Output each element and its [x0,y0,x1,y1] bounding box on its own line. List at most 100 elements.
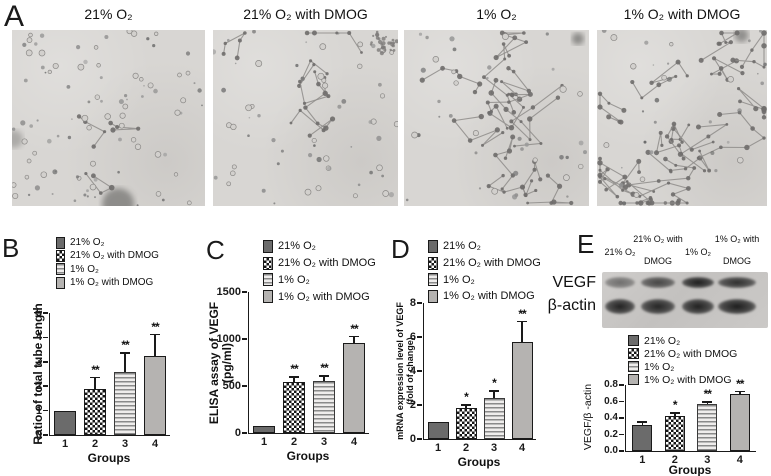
legend-item-3: 1% O₂ [628,360,737,373]
y-tick-mark [417,370,422,372]
error-bar-line [293,377,295,383]
legend-label: 1% O₂ with DMOG [443,290,535,303]
error-bar-line [739,391,741,395]
y-tick-label: 4 [35,331,42,344]
legend-item-1: 21% O₂ [428,238,541,255]
legend-label: 21% O₂ with DMOG [70,250,159,262]
chart-d-xlabel: Groups [457,455,501,469]
y-tick-label: 1500 [216,286,241,298]
micro-image [597,30,767,206]
error-bar-cap [150,333,160,336]
y-tick-mark [619,433,624,436]
blot-col-label-line: 21% O₂ [604,247,636,257]
x-tick-label: 2 [290,436,298,448]
significance-stars: ** [350,321,358,336]
y-tick-mark [43,312,48,314]
bar-group-1 [632,425,653,451]
y-tick-mark [619,417,624,419]
chart-e-legend: 21% O₂ 21% O₂ with DMOG 1% O₂ 1% O₂ with DM… [628,334,737,386]
legend-label: 1% O₂ [644,360,675,373]
y-tick-mark [417,404,422,406]
error-bar-cap [517,320,527,323]
legend-swatch-solid-light [628,374,639,385]
x-tick-label: 1 [61,438,69,450]
micro-caption: 21% O₂ [84,6,133,22]
error-bar-line [465,405,467,409]
y-tick-label: 0 [35,429,42,441]
y-tick-mark [242,432,247,434]
blot-band-vegf-lane-1 [605,277,635,288]
legend-swatch-hlines [628,361,639,372]
legend-swatch-solid-light [56,276,65,289]
bar-group-3 [313,380,335,433]
x-tick-label: 2 [671,454,678,466]
blot-band-actin-lane-2 [641,299,675,314]
y-tick-mark [43,434,48,436]
error-bar-line [674,413,676,416]
blot-col-label-line: 21% O₂ with [633,234,683,244]
legend-item-4: 1% O₂ with DMOG [428,288,541,305]
blot-band-actin-lane-1 [605,299,635,314]
bar-group-2 [455,408,477,439]
legend-label: 1% O₂ with DMOG [644,373,732,386]
chart-d-plot-area: 0 2 4 6 8 1 * 2 * 3 ** 4 [410,297,536,454]
significance-stars: ** [121,338,129,353]
y-tick-label: 3 [35,355,42,368]
legend-swatch-checker [628,348,639,359]
y-tick-label: 0.0 [604,445,618,456]
legend-item-1: 21% O₂ [628,334,737,347]
chart-c-ylabel: ELISA assay of VEGF (pg/ml) [207,301,234,425]
y-tick-mark [619,384,624,386]
legend-label: 1% O₂ with DMOG [278,290,370,303]
bar-group-1 [253,425,275,433]
y-tick-mark [242,338,247,340]
bar-group-2 [664,415,685,451]
chart-c-plot-area: 0 500 1000 1500 1 ** 2 ** 3 ** 4 [217,286,369,448]
legend-swatch-hlines [428,273,438,287]
significance-stars: ** [320,361,328,376]
error-bar-line [353,336,355,343]
legend-label: 1% O₂ [443,273,475,286]
panel-e-letter: E [577,229,595,259]
micro-svg [12,30,203,206]
y-tick-label: 0 [409,433,416,445]
panel-a-letter: A [4,0,25,33]
legend-swatch-checker [428,256,438,270]
blot-band-actin-lane-4 [718,299,756,314]
chart-b-xlabel: Groups [87,451,131,465]
blot-row-label-actin: β-actin [547,297,596,314]
y-tick-label: 0.8 [604,379,618,390]
legend-item-4: 1% O₂ with DMOG [628,373,737,386]
y-tick-label: 2 [35,380,42,393]
bar-group-3 [697,403,718,451]
y-tick-label: 6 [409,331,416,343]
error-bar-line [706,402,708,404]
x-tick-label: 3 [121,438,129,450]
error-bar-cap [319,375,329,377]
panel-d-letter: D [391,234,410,264]
micro-svg [597,30,767,206]
error-bar-line [94,377,96,389]
legend-label: 21% O₂ with DMOG [443,257,541,270]
bar-group-1 [54,410,76,435]
y-tick-mark [43,385,48,387]
y-tick-label: 1000 [216,333,241,345]
error-bar-line [641,422,643,426]
chart-c-xlabel: Groups [286,449,330,463]
legend-label: 1% O₂ [70,263,99,275]
significance-stars: * [672,398,678,413]
y-tick-label: 500 [222,380,241,392]
blot-row-label-vegf: VEGF [552,274,596,291]
chart-b-plot-area: 0 1 2 3 4 5 1 ** 2 ** 3 ** 4 [36,307,170,450]
legend-swatch-hlines [263,273,273,287]
significance-stars: ** [518,306,526,321]
chart-e-plot-area: 0.0 0.2 0.4 0.6 0.8 1 * 2 ** 3 ** 4 [604,377,756,466]
legend-item-3: 1% O₂ [263,272,376,289]
micro-image [213,30,398,206]
y-tick-label: 4 [409,365,416,377]
x-tick-label: 3 [320,436,328,448]
chart-e-xlabel: Groups [668,463,712,476]
micro-caption: 21% O₂ with DMOG [243,6,368,22]
legend-label: 21% O₂ [70,237,105,249]
y-tick-mark [619,400,624,403]
